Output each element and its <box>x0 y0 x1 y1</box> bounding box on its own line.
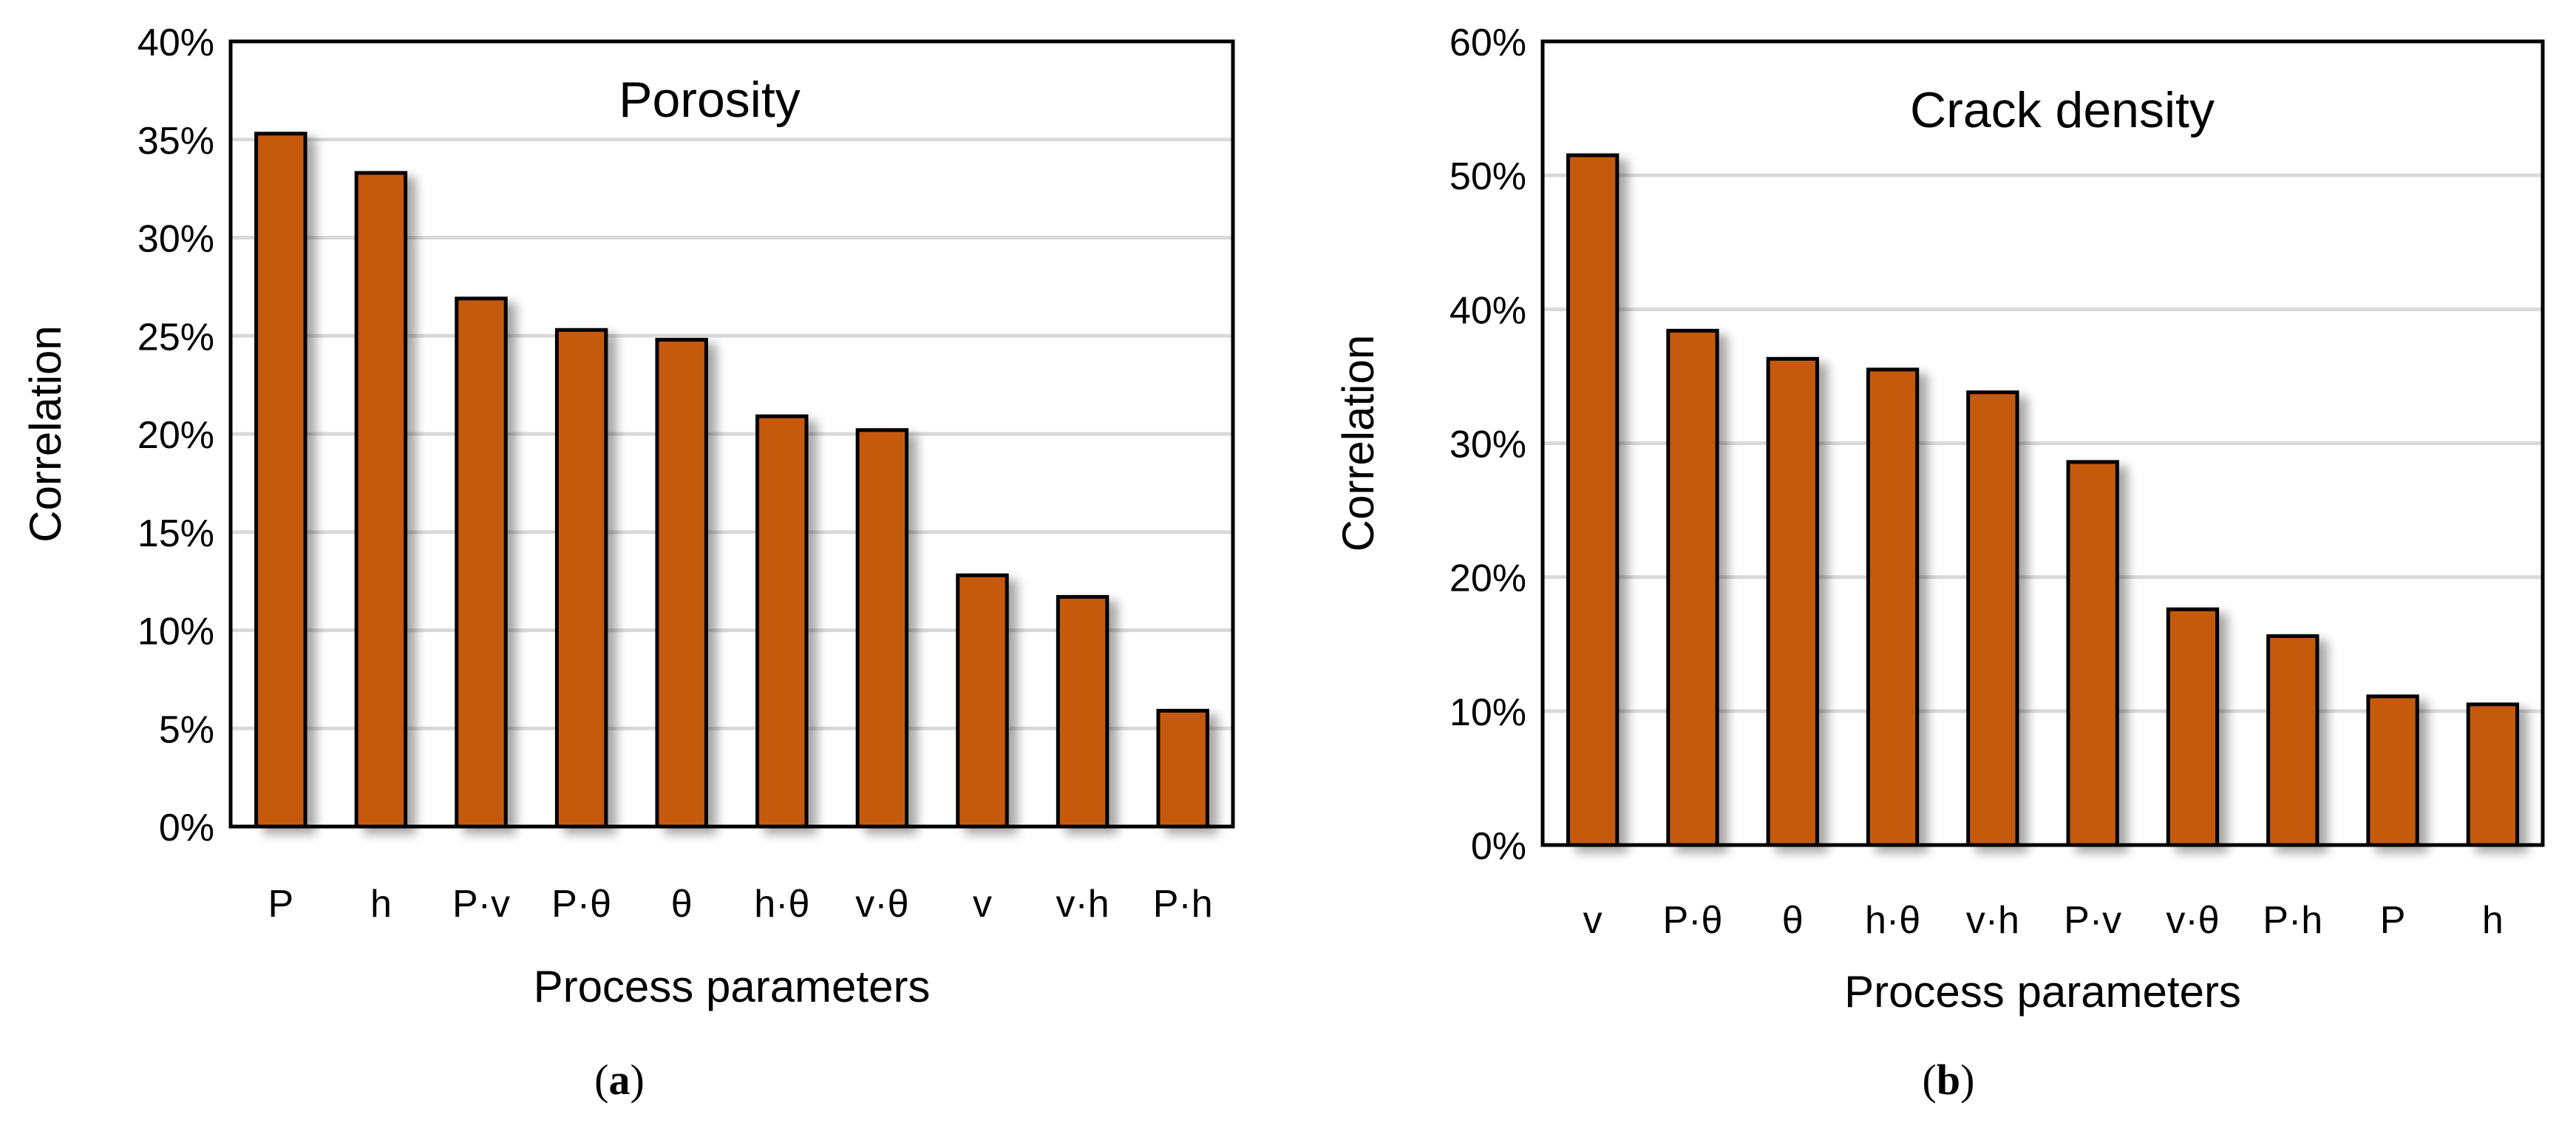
bar <box>554 328 608 829</box>
bar <box>755 414 809 829</box>
bar <box>455 296 508 829</box>
y-tick-labels: 0% 10% 20% 30% 40% 50% 60% <box>1450 21 1526 868</box>
plot-frame <box>1540 39 2545 847</box>
x-tick-label: P <box>2380 899 2406 942</box>
crack-density-chart: 0% 10% 20% 30% 40% 50% 60% v P·θ θ h·θ v·h P·v v·θ P·… <box>1333 21 2545 1104</box>
panel-letter: b <box>1937 1056 1960 1104</box>
y-tick-label: 15% <box>137 512 214 555</box>
x-tick-label: P <box>268 883 293 926</box>
bar <box>1156 708 1209 829</box>
x-tick-label: v·θ <box>855 883 908 926</box>
y-tick-label: 20% <box>137 414 214 457</box>
y-tick-label: 30% <box>137 218 214 261</box>
x-tick-label: v <box>973 883 992 926</box>
bar <box>2366 694 2419 847</box>
chart-title: Porosity <box>619 72 801 128</box>
bar <box>2466 702 2519 847</box>
y-tick-label: 10% <box>1450 691 1526 734</box>
x-tick-label: P·v <box>2064 899 2121 942</box>
bar <box>1766 356 1819 847</box>
bar <box>1566 153 1620 847</box>
bar <box>354 171 408 829</box>
x-tick-label: v <box>1583 899 1603 942</box>
x-tick-label: θ <box>1782 899 1804 942</box>
bar <box>1056 594 1109 829</box>
y-tick-label: 20% <box>1450 557 1526 600</box>
y-tick-label: 25% <box>137 316 214 359</box>
y-tick-labels: 0% 5% 10% 15% 20% 25% 30% 35% 40% <box>137 21 214 849</box>
x-tick-label: h·θ <box>1865 899 1920 942</box>
y-axis-title: Correlation <box>21 325 70 542</box>
x-tick-label: v·h <box>1056 883 1109 926</box>
bar <box>2266 634 2320 847</box>
y-tick-label: 0% <box>1471 825 1526 868</box>
x-axis-title: Process parameters <box>534 962 931 1011</box>
x-tick-label: P·v <box>452 883 510 926</box>
bar <box>254 132 307 829</box>
panel-letter: a <box>609 1056 631 1104</box>
y-tick-label: 30% <box>1450 424 1526 466</box>
x-tick-label: P·θ <box>551 883 611 926</box>
y-tick-label: 60% <box>1450 21 1526 64</box>
y-tick-label: 0% <box>159 807 214 849</box>
x-tick-label: θ <box>671 883 693 926</box>
y-axis-title: Correlation <box>1333 335 1383 552</box>
bar <box>1966 390 2019 847</box>
chart-title: Crack density <box>1910 82 2215 138</box>
plot-frame <box>228 39 1235 829</box>
y-tick-label: 35% <box>137 120 214 163</box>
panel-caption: (b) <box>1923 1056 1975 1104</box>
y-tick-label: 5% <box>159 708 214 751</box>
x-tick-label: h <box>2482 899 2504 942</box>
x-tick-label: h <box>370 883 392 926</box>
y-tick-label: 10% <box>137 611 214 654</box>
x-tick-label: v·θ <box>2166 899 2219 942</box>
bar <box>855 428 909 829</box>
bar <box>956 573 1009 829</box>
bar <box>2066 460 2119 847</box>
bar <box>1866 367 1920 847</box>
bar <box>1666 328 1719 847</box>
x-tick-label: P·h <box>2263 899 2322 942</box>
bar <box>2166 607 2220 847</box>
y-tick-label: 40% <box>137 21 214 64</box>
y-tick-label: 40% <box>1450 289 1526 332</box>
y-tick-label: 50% <box>1450 155 1526 198</box>
x-tick-label: v·h <box>1966 899 2019 942</box>
bars <box>1566 153 2519 847</box>
x-tick-label: P·h <box>1153 883 1213 926</box>
bar <box>655 338 708 829</box>
panel-caption: (a) <box>594 1056 645 1104</box>
x-tick-label: h·θ <box>754 883 809 926</box>
x-axis-title: Process parameters <box>1844 967 2241 1017</box>
x-tick-label: P·θ <box>1662 899 1722 942</box>
